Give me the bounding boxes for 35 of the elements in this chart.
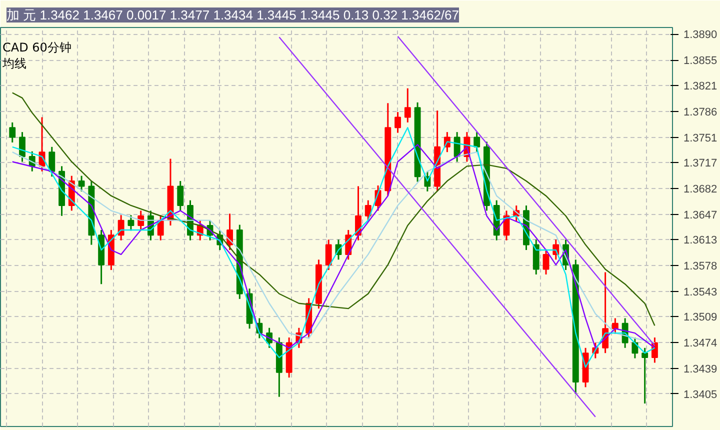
candlestick <box>632 336 638 360</box>
y-tick-label: 1.3439 <box>684 364 718 376</box>
y-tick-label: 1.3578 <box>684 260 718 273</box>
line-series <box>12 92 656 326</box>
y-tick-label: 1.3509 <box>684 312 718 324</box>
y-tick-label: 1.3717 <box>684 157 718 170</box>
candlestick <box>404 88 411 124</box>
candlestick <box>78 175 85 192</box>
annotation: 均线 <box>2 56 26 70</box>
candlestick <box>118 214 124 242</box>
text: 加 元 1.3462 1.3467 0.0017 1.3477 1.3434 1.3445 1.3445 0.13 0.32 1.3462/67 <box>6 8 459 22</box>
candlestick <box>128 214 134 232</box>
y-tick-label: 1.3821 <box>684 80 718 92</box>
y-tick-label: 1.3647 <box>684 209 718 222</box>
y-tick-label: 1.3682 <box>684 183 718 196</box>
annotation: CAD 60分钟 <box>2 40 72 54</box>
y-tick-label: 1.3751 <box>684 132 718 144</box>
candlestick <box>364 200 372 222</box>
candlestick <box>394 111 401 134</box>
y-tick-label: 1.3543 <box>684 286 718 299</box>
candlestick <box>177 180 184 212</box>
y-tick-label: 1.3786 <box>684 106 718 118</box>
candlestick <box>612 317 618 335</box>
candlestick <box>642 347 648 404</box>
candlestick <box>48 146 56 178</box>
candlestick <box>19 131 26 162</box>
y-tick-label: 1.3855 <box>684 55 718 68</box>
y-tick-label: 1.3474 <box>684 338 718 350</box>
y-tick-label: 1.3890 <box>684 29 718 42</box>
candlestick <box>9 122 16 144</box>
candlestick <box>474 131 480 153</box>
y-tick-label: 1.3613 <box>684 234 718 247</box>
candlestick <box>542 248 550 276</box>
y-tick-label: 1.3405 <box>684 388 718 401</box>
candlestick <box>325 238 332 271</box>
